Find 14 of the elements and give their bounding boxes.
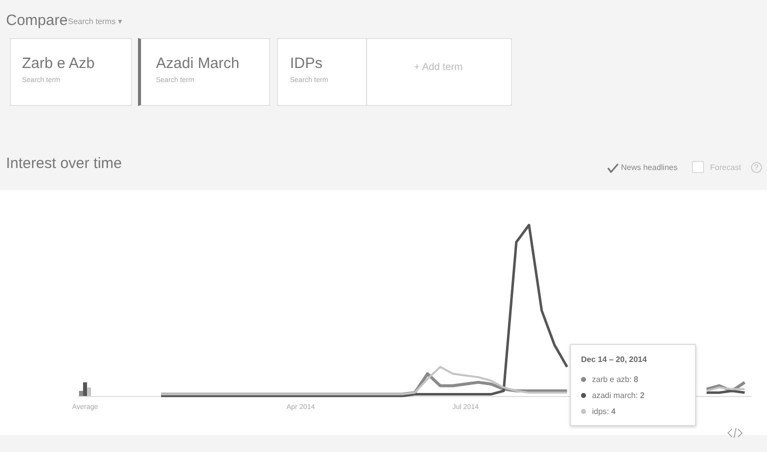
text: Search terms ▾ <box>68 17 122 26</box>
text: Zarb e Azb <box>22 55 95 72</box>
text: Compare <box>6 12 68 29</box>
text: : 4 <box>606 407 616 416</box>
text: + Add term <box>414 62 463 73</box>
chart-title: Interest over time <box>6 155 122 172</box>
text: Azadi March <box>156 55 240 72</box>
text: IDPs <box>290 55 323 72</box>
annotation: Dec 14 – 20, 2014 <box>581 355 647 364</box>
text: News headlines <box>621 163 678 172</box>
annotation: : 8 <box>629 375 638 384</box>
annotation: : 2 <box>636 391 644 400</box>
text: ? <box>754 163 758 172</box>
text: Forecast <box>710 163 742 172</box>
